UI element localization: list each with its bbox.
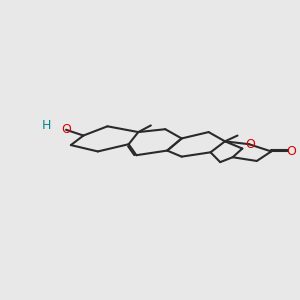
Text: O: O	[245, 138, 255, 151]
Text: O: O	[286, 145, 296, 158]
Text: H: H	[42, 119, 52, 132]
Text: O: O	[61, 123, 71, 136]
